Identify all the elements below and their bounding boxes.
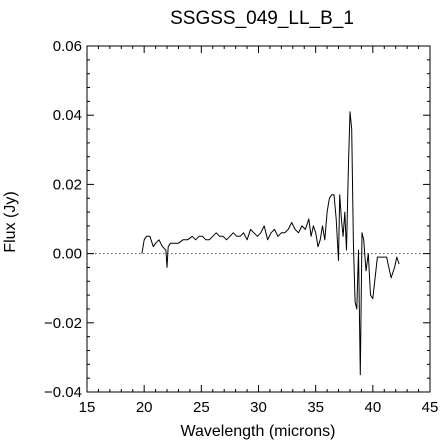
x-tick-label: 15 (79, 399, 96, 416)
x-tick-label: 20 (136, 399, 153, 416)
y-tick-label: 0.00 (53, 246, 82, 263)
x-axis-label: Wavelength (microns) (180, 423, 335, 440)
x-axis: 15 20 25 30 35 40 45 (79, 46, 439, 416)
y-tick-label: −0.02 (44, 315, 82, 332)
x-tick-label: 45 (422, 399, 439, 416)
data-series-group (141, 111, 400, 376)
chart-title: SSGSS_049_LL_B_1 (170, 8, 354, 29)
x-tick-label: 25 (193, 399, 210, 416)
y-axis-label: Flux (Jy) (2, 191, 19, 252)
x-tick-label: 35 (307, 399, 324, 416)
y-axis: −0.04 −0.02 0.00 0.02 0.04 0.06 (44, 38, 430, 401)
x-tick-label: 40 (364, 399, 381, 416)
y-tick-label: 0.02 (53, 176, 82, 193)
y-tick-label: −0.04 (44, 384, 82, 401)
plot-frame (86, 45, 431, 393)
y-tick-label: 0.04 (53, 107, 82, 124)
spectrum-line (141, 111, 400, 376)
y-tick-label: 0.06 (53, 38, 82, 55)
x-tick-label: 30 (250, 399, 267, 416)
